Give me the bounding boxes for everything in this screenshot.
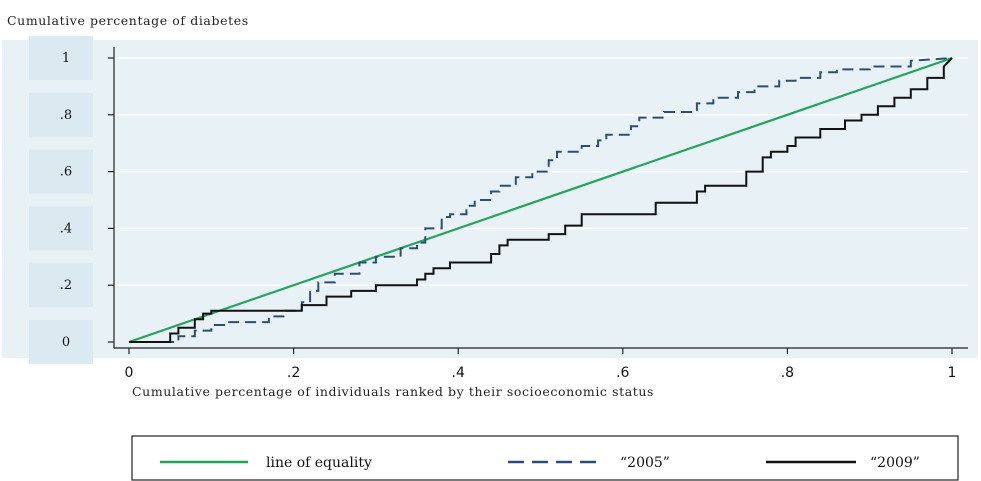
y-tick-box [29,92,93,137]
x-tick-label: .2 [287,365,300,381]
y-axis-title: Cumulative percentage of diabetes [7,13,249,28]
x-axis-title: Cumulative percentage of individuals ran… [132,384,654,399]
y-tick-label: .8 [60,108,72,123]
y-axis-ticks: 0 .2 .4 .6 .8 1 [29,36,93,364]
legend-label: line of equality [266,455,372,471]
y-tick-label: 0 [62,335,70,350]
legend-label: “2005” [620,455,670,471]
y-tick-label: .2 [60,278,72,293]
x-tick-label: .4 [452,365,465,381]
y-tick-label: 1 [62,51,70,66]
y-tick-box [29,149,93,194]
series-2005-line [129,57,953,343]
series-lines [128,56,953,344]
y-tick-label: .6 [60,165,72,180]
y-tick-box [29,263,93,308]
y-tick-box [29,320,93,364]
legend: line of equality “2005” “2009” [160,455,920,471]
y-tick-label: .4 [60,221,72,236]
gridlines [114,57,968,287]
x-tick-label: .8 [781,365,794,381]
legend-box [131,435,959,481]
x-tick-label: 0 [125,365,134,381]
y-tick-box [29,206,93,251]
x-tick-label: .6 [616,365,629,381]
x-tick-label: 1 [948,365,957,381]
equality-line [128,56,953,344]
y-tick-box [29,36,93,80]
axis-tick-marks [108,57,953,354]
x-axis-tick-labels: 0 .2 .4 .6 .8 1 [125,365,957,381]
legend-label: “2009” [870,455,920,471]
series-2009-line [129,57,953,343]
